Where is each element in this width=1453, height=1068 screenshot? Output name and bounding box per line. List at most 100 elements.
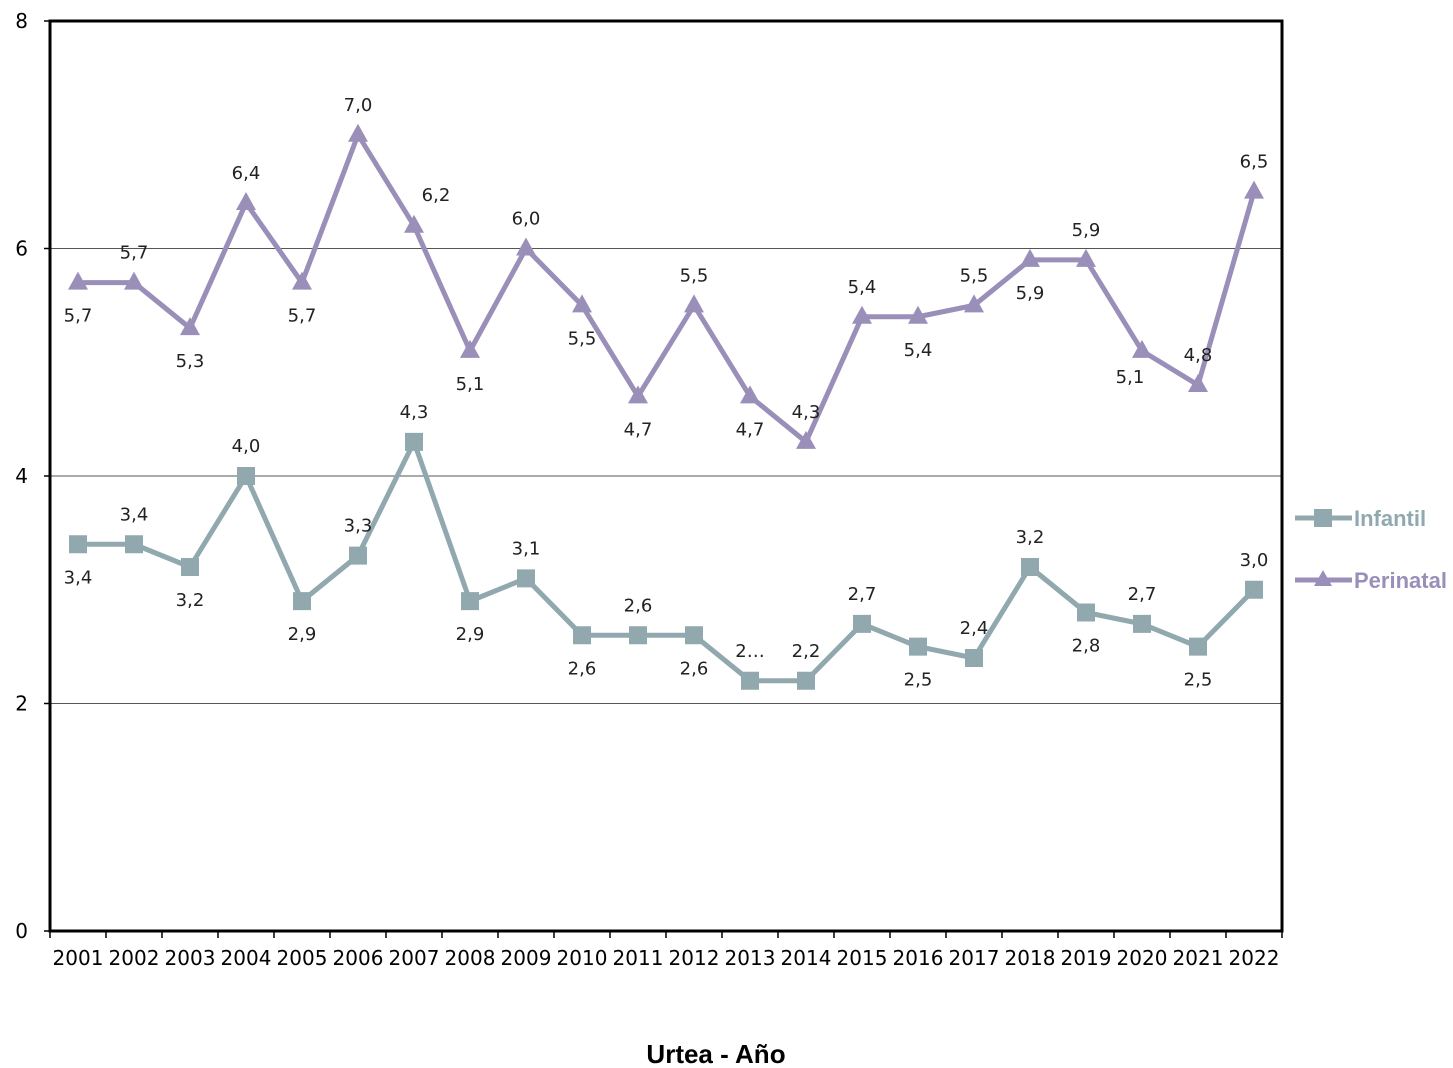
data-label-infantil: 2,8: [1072, 636, 1101, 657]
data-point-infantil: [1189, 637, 1207, 656]
x-tick-label: 2009: [501, 946, 552, 970]
data-label-infantil: 4,0: [232, 436, 261, 457]
y-axis: 0 2 4 6 8: [15, 9, 50, 943]
data-label-perinatal: 4,7: [624, 419, 653, 440]
data-label-infantil: 3,2: [1016, 527, 1045, 548]
x-tick-label: 2022: [1229, 946, 1280, 970]
data-label-infantil: 3,4: [120, 504, 149, 525]
data-label-perinatal: 5,7: [64, 306, 93, 327]
data-label-perinatal: 4,8: [1184, 345, 1213, 366]
data-point-perinatal: [124, 271, 144, 290]
data-label-infantil: 3,2: [176, 590, 205, 611]
data-label-infantil: 2,6: [568, 658, 597, 679]
x-tick-label: 2002: [109, 946, 160, 970]
x-axis-title: Urtea - Año: [646, 1039, 785, 1068]
data-point-infantil: [965, 649, 983, 667]
data-point-infantil: [125, 535, 143, 554]
x-tick-label: 2004: [221, 946, 272, 970]
data-label-infantil: 3,1: [512, 538, 541, 559]
data-point-perinatal: [796, 430, 816, 449]
data-label-perinatal: 5,4: [848, 277, 877, 298]
data-point-perinatal: [516, 237, 536, 256]
data-point-infantil: [349, 546, 367, 565]
data-point-perinatal: [572, 294, 592, 313]
data-point-perinatal: [1020, 248, 1040, 267]
series-infantil: [69, 432, 1263, 690]
data-point-infantil: [1021, 558, 1039, 576]
x-tick-label: 2021: [1173, 946, 1224, 970]
data-label-perinatal: 5,1: [456, 374, 485, 395]
data-label-perinatal: 5,5: [568, 328, 597, 349]
data-point-perinatal: [1076, 248, 1096, 267]
data-label-perinatal: 4,7: [736, 419, 765, 440]
legend-marker-triangle: [1314, 570, 1332, 586]
data-point-perinatal: [292, 271, 312, 290]
y-tick-label: 2: [15, 692, 28, 716]
series-perinatal: [68, 123, 1264, 449]
data-label-infantil: 2,7: [848, 584, 877, 605]
data-label-perinatal: 6,2: [422, 185, 451, 206]
series-line-perinatal: [78, 132, 1257, 445]
data-point-perinatal: [236, 192, 256, 210]
data-point-perinatal: [180, 317, 200, 336]
data-point-infantil: [69, 535, 87, 554]
data-label-perinatal: 5,7: [120, 243, 149, 264]
data-point-perinatal: [740, 385, 760, 404]
data-point-perinatal: [684, 294, 704, 313]
data-point-infantil: [293, 592, 311, 611]
data-label-perinatal: 5,4: [904, 340, 933, 361]
x-tick-label: 2018: [1005, 946, 1056, 970]
data-point-perinatal: [1188, 374, 1208, 392]
data-point-infantil: [909, 637, 927, 656]
data-label-perinatal: 4,3: [792, 402, 821, 423]
y-tick-label: 6: [15, 237, 28, 261]
legend-marker-square: [1314, 509, 1332, 527]
x-tick-label: 2007: [389, 946, 440, 970]
data-label-infantil: 3,3: [344, 516, 373, 537]
legend-item-infantil: Infantil: [1295, 506, 1426, 531]
series-line-infantil: [78, 439, 1256, 684]
data-label-infantil: 2,5: [1184, 670, 1213, 691]
data-point-infantil: [1245, 580, 1263, 599]
x-tick-label: 2012: [669, 946, 720, 970]
data-label-infantil: 2,9: [288, 624, 317, 645]
data-label-infantil: 2,6: [624, 595, 653, 616]
data-point-perinatal: [1244, 180, 1264, 199]
data-point-perinatal: [964, 294, 984, 313]
data-point-infantil: [1133, 614, 1151, 633]
data-labels: 3,4 3,4 3,2 4,0 2,9 3,3 4,3 2,9 3,1 2,6 2,6 2,6 2… 2,…: [64, 95, 1269, 691]
y-tick-label: 8: [15, 9, 28, 33]
data-label-perinatal: 6,0: [512, 209, 541, 230]
x-tick-label: 2017: [949, 946, 1000, 970]
data-label-perinatal: 6,5: [1240, 152, 1269, 173]
data-label-infantil: 2,4: [960, 618, 989, 639]
data-label-perinatal: 7,0: [344, 95, 373, 116]
data-point-infantil: [797, 671, 815, 690]
data-point-infantil: [517, 569, 535, 588]
data-point-perinatal: [404, 214, 424, 233]
x-tick-label: 2001: [53, 946, 104, 970]
data-label-infantil: 2,9: [456, 624, 485, 645]
data-point-infantil: [573, 626, 591, 645]
data-point-infantil: [237, 467, 255, 485]
data-point-perinatal: [348, 123, 368, 142]
data-point-perinatal: [908, 305, 928, 324]
legend-label: Perinatal: [1354, 568, 1447, 593]
x-tick-label: 2003: [165, 946, 216, 970]
x-tick-label: 2014: [781, 946, 832, 970]
data-point-infantil: [461, 592, 479, 611]
y-tick-label: 4: [15, 464, 28, 488]
data-label-infantil: 4,3: [400, 402, 429, 423]
data-point-infantil: [853, 614, 871, 633]
data-label-infantil: 2…: [735, 641, 764, 662]
data-label-perinatal: 5,9: [1072, 220, 1101, 241]
data-point-perinatal: [460, 339, 480, 358]
x-tick-label: 2010: [557, 946, 608, 970]
data-label-infantil: 3,0: [1240, 550, 1269, 571]
data-point-perinatal: [68, 271, 88, 290]
data-point-infantil: [1077, 603, 1095, 622]
x-tick-label: 2019: [1061, 946, 1112, 970]
x-tick-label: 2015: [837, 946, 888, 970]
data-point-infantil: [629, 626, 647, 645]
data-point-perinatal: [1132, 339, 1152, 358]
